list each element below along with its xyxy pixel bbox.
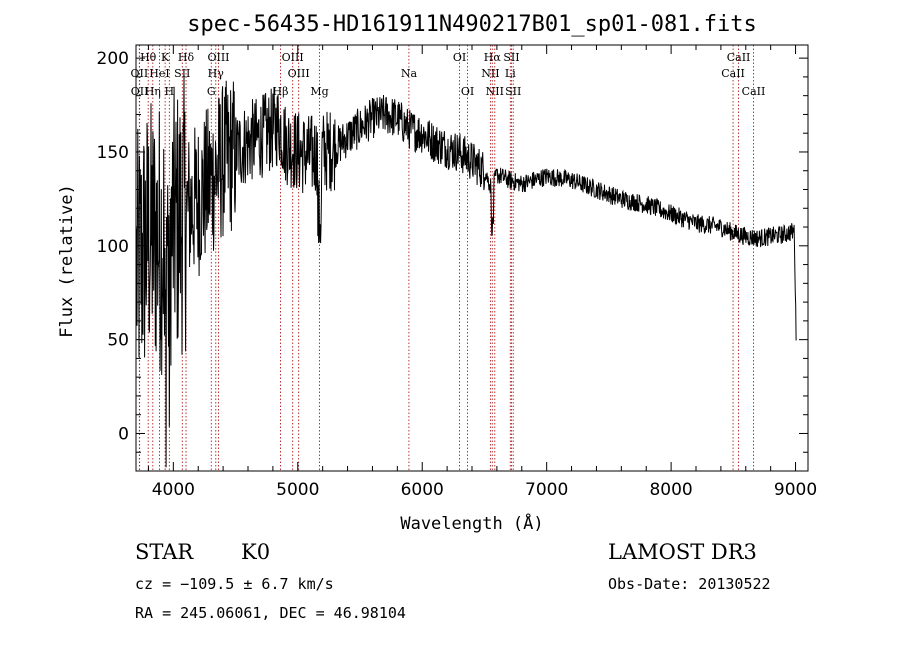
spectral-line-markers	[138, 45, 754, 471]
radial-velocity: cz = −109.5 ± 6.7 km/s	[135, 575, 334, 593]
x-axis-label: Wavelength (Å)	[400, 512, 543, 534]
y-tick-label: 50	[107, 331, 129, 351]
spectral-line-label: K	[161, 51, 170, 64]
x-tick-label: 9000	[774, 480, 817, 500]
spectral-line-label: OIII	[288, 67, 310, 80]
spectral-line-label: Hη	[145, 85, 161, 98]
y-tick-label: 100	[97, 237, 129, 257]
y-axis-label: Flux (relative)	[57, 184, 77, 338]
x-tick-label: 8000	[649, 480, 692, 500]
spectral-line-label: G	[207, 85, 216, 98]
x-tick-label: 7000	[525, 480, 568, 500]
spectrum-series-line	[136, 74, 797, 468]
x-tick-label: 4000	[152, 480, 195, 500]
spectral-line-label: Mg	[310, 85, 328, 98]
spectral-line-label: NII	[481, 67, 499, 80]
plot-frame	[135, 44, 809, 472]
spectral-line-label: Hδ	[178, 51, 195, 64]
y-tick-label: 0	[118, 424, 129, 444]
spectral-line-label: OIII	[207, 51, 229, 64]
chart-title: spec-56435-HD161911N490217B01_sp01-081.f…	[187, 12, 757, 37]
x-tick-label: 5000	[276, 480, 319, 500]
spectral-line-label: Na	[401, 67, 418, 80]
spectral-line-label: CaII	[727, 51, 751, 64]
spectral-line-label: OI	[461, 85, 474, 98]
spectral-line-label: Hγ	[208, 67, 225, 80]
y-tick-label: 150	[97, 143, 129, 163]
spectral-line-label: SII	[505, 85, 521, 98]
spectral-line-label: OII	[131, 67, 149, 80]
object-class: STAR	[135, 540, 194, 564]
spectral-line-label: CaII	[742, 85, 766, 98]
spectral-line-label: CaII	[721, 67, 745, 80]
y-tick-label: 200	[97, 49, 129, 69]
spectral-line-label: NII	[486, 85, 504, 98]
spectral-line-label: Hα	[484, 51, 502, 64]
spectral-line-label: SII	[503, 51, 519, 64]
spectral-line-label: H	[165, 85, 175, 98]
spectral-line-label: Hβ	[273, 85, 289, 98]
spectral-line-label: HeI	[149, 67, 169, 80]
x-tick-label: 6000	[401, 480, 444, 500]
spectral-line-label: Hθ	[140, 51, 157, 64]
sky-coordinates: RA = 245.06061, DEC = 46.98104	[135, 604, 406, 622]
observation-date: Obs-Date: 20130522	[608, 575, 771, 593]
spectral-line-label: OIII	[282, 51, 304, 64]
spectral-line-label: OI	[453, 51, 466, 64]
survey-name: LAMOST DR3	[608, 540, 757, 564]
object-subclass: K0	[241, 540, 271, 564]
axis-ticks: 4000 5000 6000 7000 8000 9000 0 50 100 150 200	[97, 45, 817, 500]
spectral-line-label: Li	[505, 67, 516, 80]
spectral-line-label: OII	[131, 85, 149, 98]
spectral-line-label: SII	[174, 67, 190, 80]
